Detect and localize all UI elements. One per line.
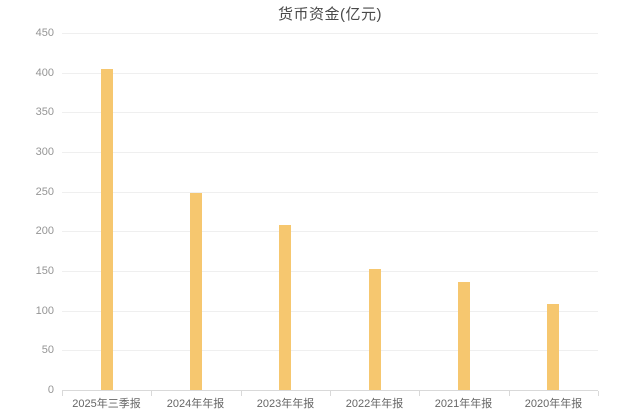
gridline — [62, 311, 598, 312]
y-axis-tick-label: 250 — [35, 186, 54, 198]
y-axis-tick-label: 100 — [35, 305, 54, 317]
gridline — [62, 271, 598, 272]
y-axis-tick-label: 400 — [35, 67, 54, 79]
gridline — [62, 112, 598, 113]
x-axis-label: 2023年年报 — [256, 398, 315, 410]
gridline — [62, 152, 598, 153]
bar — [458, 282, 470, 390]
gridline — [62, 73, 598, 74]
x-axis-label: 2020年年报 — [524, 398, 583, 410]
gridline — [62, 231, 598, 232]
x-axis-line — [62, 390, 598, 391]
y-axis-tick-label: 0 — [47, 384, 54, 396]
x-axis-label: 2025年三季报 — [72, 398, 141, 410]
y-axis-tick-label: 300 — [35, 146, 54, 158]
chart-title: 货币资金(亿元) — [278, 6, 382, 23]
x-axis-label: 2021年年报 — [434, 398, 493, 410]
x-axis-label: 2022年年报 — [345, 398, 404, 410]
y-axis-tick-label: 350 — [35, 106, 54, 118]
gridline — [62, 350, 598, 351]
bar — [279, 225, 291, 390]
y-axis-tick-label: 150 — [35, 265, 54, 277]
x-axis-tick — [509, 391, 510, 396]
y-axis-tick-label: 50 — [41, 344, 54, 356]
bar — [369, 269, 381, 390]
gridline — [62, 192, 598, 193]
y-axis-tick-label: 450 — [35, 27, 54, 39]
bar — [547, 304, 559, 390]
bar — [190, 193, 202, 390]
x-axis-tick — [62, 391, 63, 396]
x-axis-tick — [598, 391, 599, 396]
x-axis-tick — [241, 391, 242, 396]
x-axis-tick — [151, 391, 152, 396]
y-axis-tick-label: 200 — [35, 225, 54, 237]
x-axis-tick — [419, 391, 420, 396]
x-axis-label: 2024年年报 — [166, 398, 225, 410]
x-axis-tick — [330, 391, 331, 396]
gridline — [62, 33, 598, 34]
bar — [101, 69, 113, 390]
